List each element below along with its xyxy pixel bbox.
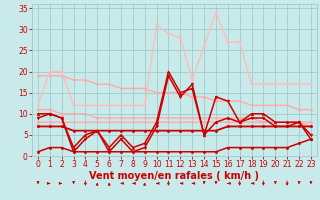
X-axis label: Vent moyen/en rafales ( km/h ): Vent moyen/en rafales ( km/h ): [89, 171, 260, 181]
